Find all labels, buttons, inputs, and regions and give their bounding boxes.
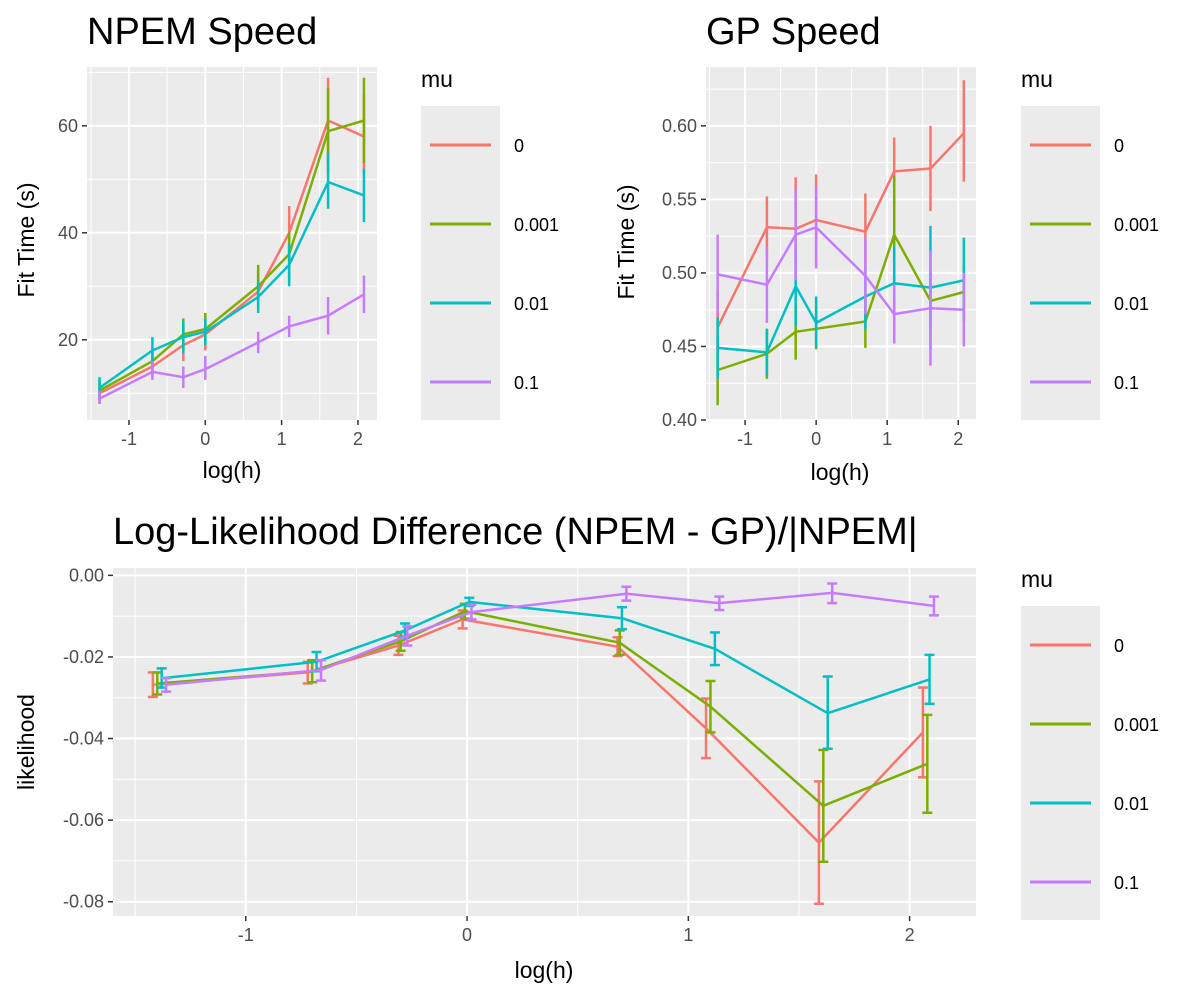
y-tick-label: 40: [58, 223, 78, 243]
x-tick-label: 0: [811, 429, 821, 449]
y-tick-label: 0.45: [662, 336, 697, 356]
series-0.01: [98, 152, 366, 399]
gp-x-axis-label: log(h): [811, 459, 870, 485]
x-tick-label: 1: [683, 925, 693, 945]
npem-data-marks: [98, 77, 366, 404]
legend-item-0.1: 0.1: [1030, 873, 1139, 893]
x-tick-label: -1: [238, 925, 254, 945]
ll-y-axis-label: likelihood: [13, 694, 39, 790]
legend-label: 0.1: [1114, 873, 1139, 893]
y-tick-label: 0.55: [662, 189, 697, 209]
ll-axes: -1 0 1 2 0.00 -0.02 -0.04 -0.06 -0.08: [63, 565, 915, 945]
y-tick-label: -0.08: [63, 892, 104, 912]
x-tick-label: 2: [353, 429, 363, 449]
legend-item-0.01: 0.01: [430, 294, 549, 314]
x-tick-label: 0: [200, 429, 210, 449]
series-line-0.001: [157, 609, 928, 808]
npem-speed-panel: NPEM Speed -1 0 1 2 20 40 60 log(h) Fit Time (…: [13, 11, 559, 483]
legend-item-0.001: 0.001: [1030, 715, 1159, 735]
y-tick-label: 0.60: [662, 116, 697, 136]
npem-legend-items: 0 0.001 0.01 0.1: [430, 136, 559, 393]
npem-x-axis-label: log(h): [203, 457, 262, 483]
ll-gridlines: [113, 568, 976, 916]
legend-label: 0: [514, 136, 524, 156]
ll-legend-items: 0 0.001 0.01 0.1: [1030, 636, 1159, 893]
legend-item-0.001: 0.001: [1030, 215, 1159, 235]
legend-item-0.1: 0.1: [1030, 373, 1139, 393]
series-line-0.01: [717, 279, 965, 354]
series-line-0.01: [98, 180, 365, 389]
ll-plot-background: [113, 568, 976, 916]
y-tick-label: 60: [58, 116, 78, 136]
npem-legend: mu 0 0.001 0.01 0.1: [421, 66, 559, 420]
legend-item-0: 0: [430, 136, 524, 156]
likelihood-panel: Log-Likelihood Difference (NPEM - GP)/|N…: [13, 511, 1159, 983]
x-tick-label: 0: [462, 925, 472, 945]
y-tick-label: -0.04: [63, 729, 104, 749]
y-tick-label: 20: [58, 330, 78, 350]
legend-item-0: 0: [1030, 136, 1124, 156]
ll-data-marks: [147, 582, 939, 906]
legend-label: 0.001: [1114, 715, 1159, 735]
npem-axes: -1 0 1 2 20 40 60: [58, 116, 363, 449]
gp-legend-items: 0 0.001 0.01 0.1: [1030, 136, 1159, 393]
series-line-0: [716, 132, 965, 328]
gp-legend-title: mu: [1021, 66, 1053, 92]
y-tick-label: 0.40: [662, 410, 697, 430]
x-tick-label: 1: [277, 429, 287, 449]
series-0.1: [716, 186, 966, 366]
series-line-0.1: [165, 591, 935, 686]
ll-x-axis-label: log(h): [515, 957, 574, 983]
ll-legend: mu 0 0.001 0.01 0.1: [1021, 566, 1159, 920]
npem-legend-title: mu: [421, 66, 453, 92]
y-tick-label: 0.50: [662, 263, 697, 283]
gp-speed-panel: GP Speed -1 0 1 2 0.40 0.45 0.50 0.55 0.60 log(h…: [613, 11, 1159, 485]
series-line-0.001: [717, 233, 965, 372]
series-0.01: [156, 596, 935, 750]
legend-label: 0.01: [1114, 294, 1149, 314]
legend-label: 0.1: [514, 373, 539, 393]
ll-legend-title: mu: [1021, 566, 1053, 592]
gp-chart-title: GP Speed: [706, 11, 881, 53]
gp-plot-background: [706, 67, 976, 420]
legend-label: 0.01: [1114, 794, 1149, 814]
gp-data-marks: [716, 80, 966, 406]
legend-label: 0.001: [514, 215, 559, 235]
legend-label: 0.01: [514, 294, 549, 314]
npem-chart-title: NPEM Speed: [87, 11, 317, 53]
ll-chart-title: Log-Likelihood Difference (NPEM - GP)/|N…: [113, 511, 918, 553]
legend-item-0.1: 0.1: [430, 373, 539, 393]
legend-item-0.01: 0.01: [1030, 794, 1149, 814]
x-tick-label: 1: [882, 429, 892, 449]
npem-y-axis-label: Fit Time (s): [13, 183, 39, 298]
legend-label: 0.1: [1114, 373, 1139, 393]
y-tick-label: -0.02: [63, 647, 104, 667]
legend-label: 0: [1114, 636, 1124, 656]
ll-legend-key-background: [1021, 606, 1100, 920]
gp-legend-key-background: [1021, 106, 1100, 420]
gp-legend: mu 0 0.001 0.01 0.1: [1021, 66, 1159, 420]
series-line-0.1: [717, 226, 964, 316]
npem-legend-key-background: [421, 106, 500, 420]
series-line-0.001: [98, 119, 365, 392]
series-line-0.1: [98, 293, 365, 400]
legend-item-0.001: 0.001: [430, 215, 559, 235]
legend-item-0: 0: [1030, 636, 1124, 656]
x-tick-label: 2: [905, 925, 915, 945]
series-0.1: [161, 582, 939, 693]
x-tick-label: 2: [953, 429, 963, 449]
gp-y-axis-label: Fit Time (s): [613, 185, 639, 300]
y-tick-label: 0.00: [69, 565, 104, 585]
x-tick-label: -1: [121, 429, 137, 449]
series-0.1: [98, 275, 366, 404]
series-line-0.01: [161, 600, 930, 715]
gp-axes: -1 0 1 2 0.40 0.45 0.50 0.55 0.60: [662, 116, 963, 449]
y-tick-label: -0.06: [63, 810, 104, 830]
legend-label: 0: [1114, 136, 1124, 156]
legend-item-0.01: 0.01: [1030, 294, 1149, 314]
legend-label: 0.001: [1114, 215, 1159, 235]
x-tick-label: -1: [737, 429, 753, 449]
